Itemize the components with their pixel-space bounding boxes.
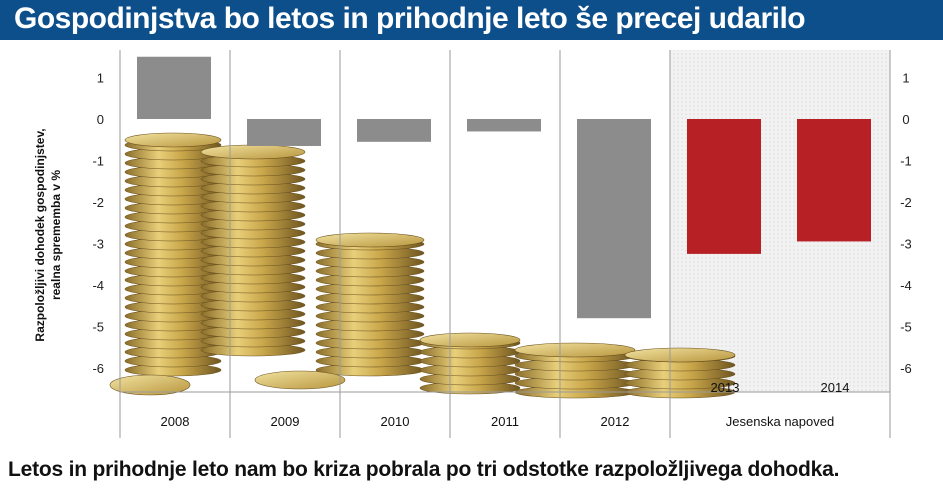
bars: [137, 56, 871, 319]
coins-illustration: [109, 132, 736, 399]
bar-2009: [247, 119, 321, 146]
category-label: 2008: [161, 414, 190, 429]
bar-2011: [467, 119, 541, 132]
y-tick-right: 0: [902, 112, 909, 127]
bar-2012: [577, 119, 651, 319]
y-tick-left: 0: [97, 112, 104, 127]
bar-2013: [687, 119, 761, 254]
category-label: 2013: [711, 380, 740, 395]
y-tick-right: -5: [900, 320, 912, 335]
category-label: 2014: [821, 380, 850, 395]
y-tick-left: 1: [97, 71, 104, 86]
y-tick-left: -6: [92, 361, 104, 376]
chart: 10-1-2-3-4-5-6 10-1-2-3-4-5-6 2008 2009 20…: [33, 50, 912, 438]
category-label: 2012: [601, 414, 630, 429]
y-axis-right: 1 0 -1 -2 -3 -4 -5 -6: [900, 71, 912, 377]
y-tick-right: -6: [900, 361, 912, 376]
category-label: 2011: [491, 414, 519, 429]
category-label: 2010: [381, 414, 410, 429]
y-tick-left: -5: [92, 320, 104, 335]
category-dividers: [119, 50, 891, 438]
page-title: Gospodinjstva bo letos in prihodnje leto…: [14, 2, 806, 35]
y-tick-left: -3: [92, 237, 104, 252]
y-tick-left: -1: [92, 154, 104, 169]
y-tick-right: -1: [900, 154, 912, 169]
y-tick-left: -2: [92, 195, 104, 210]
caption: Letos in prihodnje leto nam bo kriza pob…: [8, 458, 840, 481]
y-tick-right: -2: [900, 195, 912, 210]
title-bar: Gospodinjstva bo letos in prihodnje leto…: [0, 0, 943, 40]
forecast-group-label: Jesenska napoved: [726, 414, 834, 429]
y-axis-left: 1 0 -1 -2 -3 -4 -5 -6: [92, 71, 104, 377]
y-tick-right: -4: [900, 278, 912, 293]
category-label: 2009: [271, 414, 300, 429]
y-tick-left: -4: [92, 278, 104, 293]
bar-2010: [357, 119, 431, 142]
x-axis-categories: 2008 2009 2010 2011 2012 2013 2014 Jesenska nap…: [161, 380, 850, 429]
bar-2014: [797, 119, 871, 242]
y-tick-right: 1: [902, 71, 909, 86]
y-tick-right: -3: [900, 237, 912, 252]
bar-2008: [137, 56, 211, 119]
y-axis-label-line-1: Razpoložljivi dohodek gospodinjstev,: [33, 128, 47, 341]
y-axis-label-line-2: realna sprememba v %: [49, 170, 63, 300]
